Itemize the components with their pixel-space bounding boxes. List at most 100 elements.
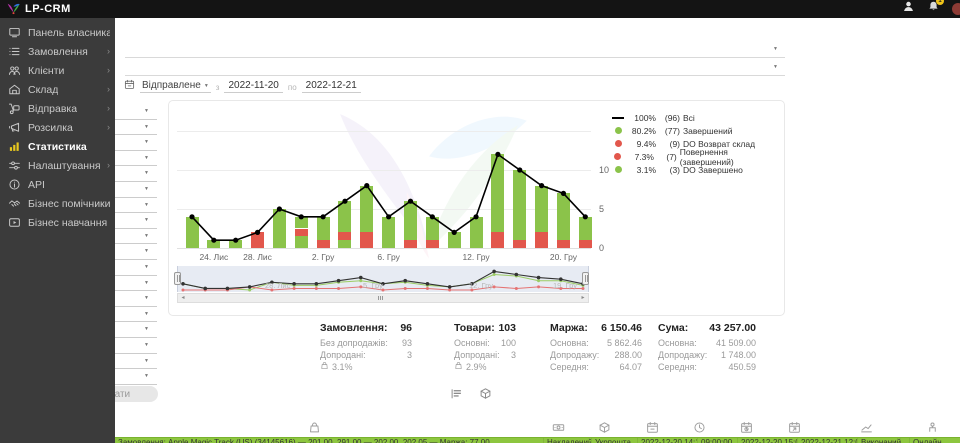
banknote-icon[interactable]: [552, 421, 565, 439]
calendar-export-icon[interactable]: [788, 421, 801, 439]
orders-table-row[interactable]: Замовлення: Apple Magic Track (US) (3414…: [115, 437, 960, 443]
stat-title-label: Замовлення:: [320, 322, 388, 334]
filter-select[interactable]: ▼: [96, 104, 157, 120]
order-row-cell: Виконаний: [857, 438, 909, 443]
navigator-axis-label: 5. Гру: [363, 281, 383, 290]
filter-select-wide-1[interactable]: ▼: [125, 42, 785, 58]
filter-select[interactable]: ▼: [96, 354, 157, 370]
filter-select[interactable]: ▼: [96, 135, 157, 151]
person-network-icon[interactable]: [926, 421, 939, 439]
filter-select[interactable]: ▼: [96, 260, 157, 276]
lp-crm-logo[interactable]: LP-CRM: [6, 3, 71, 16]
settings-icon: [7, 158, 22, 173]
chart-bar-segment: [491, 232, 505, 248]
stat-upsell-percent: 3.1%: [320, 361, 412, 373]
chevron-down-icon: ▼: [144, 263, 149, 270]
sidebar-item-settings[interactable]: Налаштування ›: [0, 156, 115, 175]
legend-label: DO Возврат склад: [683, 138, 756, 149]
cube-icon[interactable]: [479, 387, 492, 405]
filter-select[interactable]: ▼: [96, 276, 157, 292]
date-from-input[interactable]: 2022-11-20: [224, 80, 283, 93]
notifications-bell-icon[interactable]: 1: [927, 0, 944, 18]
stat-title-value: 6 150.46: [601, 322, 642, 334]
order-row-cell: Накладений: [543, 438, 591, 443]
calendar-clock-icon[interactable]: [740, 421, 753, 439]
filter-select[interactable]: ▼: [96, 213, 157, 229]
filter-select[interactable]: ▼: [96, 198, 157, 214]
navigator-handle-left[interactable]: [174, 272, 181, 285]
x-axis-label: 28. Лис: [243, 252, 272, 262]
stat-row: Допродані: 3: [320, 349, 412, 361]
package-icon[interactable]: [598, 421, 611, 439]
scrollbar-grip[interactable]: [378, 296, 383, 300]
gridline: [177, 248, 591, 249]
chart-bar-segment: [360, 185, 374, 233]
chart-bar-segment: [404, 201, 417, 241]
legend-item[interactable]: 80.2% (77) Завершений: [611, 124, 779, 137]
legend-item[interactable]: 7.3% (7) Повернення (завершений): [611, 147, 779, 167]
stat-title: Сума: 43 257.00: [658, 322, 756, 334]
filter-select[interactable]: ▼: [96, 338, 157, 354]
sidebar-item-broadcast[interactable]: Розсилка ›: [0, 118, 115, 137]
filter-select[interactable]: ▼: [96, 369, 157, 385]
chart-bar-segment: [316, 240, 330, 248]
calendar-icon[interactable]: [646, 421, 659, 439]
list-view-icon[interactable]: [450, 387, 463, 405]
avatar[interactable]: [952, 3, 960, 15]
stat-row-value: 1 748.00: [720, 350, 756, 360]
sidebar-item-clients[interactable]: Клієнти ›: [0, 61, 115, 80]
legend-marker-icon: [611, 153, 624, 160]
sidebar-item-training[interactable]: Бізнес навчання: [0, 213, 115, 232]
filter-select[interactable]: ▼: [96, 291, 157, 307]
stat-title-value: 103: [498, 322, 516, 334]
stat-block: Сума: 43 257.00 Основна: 41 509.00 Допродажу…: [658, 322, 756, 373]
filter-select[interactable]: ▼: [96, 166, 157, 182]
sidebar-item-api[interactable]: API: [0, 175, 115, 194]
date-type-select[interactable]: Відправлене ▼: [140, 80, 211, 93]
logo-v-icon: [7, 3, 20, 14]
filter-select[interactable]: ▼: [96, 229, 157, 245]
user-icon[interactable]: [902, 0, 915, 18]
filter-select[interactable]: ▼: [96, 151, 157, 167]
sidebar-item-dashboard[interactable]: Панель власника: [0, 23, 115, 42]
stat-row-label: Допродані:: [320, 350, 366, 360]
notification-badge: 1: [936, 0, 944, 5]
filter-select[interactable]: ▼: [96, 244, 157, 260]
view-toggles: [450, 387, 492, 405]
bag-icon: [320, 361, 329, 373]
legend-item[interactable]: 9.4% (9) DO Возврат склад: [611, 137, 779, 150]
area-chart-icon[interactable]: [860, 421, 873, 439]
legend-item[interactable]: 100% (96) Всі: [611, 111, 779, 124]
stat-title-value: 96: [400, 322, 412, 334]
filter-select[interactable]: ▼: [96, 120, 157, 136]
date-to-input[interactable]: 2022-12-21: [301, 80, 361, 93]
scroll-left-arrow-icon[interactable]: ◂: [181, 295, 185, 301]
sidebar-item-shipping[interactable]: Відправка ›: [0, 99, 115, 118]
filter-select-wide-2[interactable]: ▼: [125, 60, 785, 76]
sidebar-item-helpers[interactable]: Бізнес помічники: [0, 194, 115, 213]
chart-bar-segment: [469, 216, 483, 248]
sidebar-item-warehouse[interactable]: Склад ›: [0, 80, 115, 99]
sidebar-item-label: Склад: [28, 83, 59, 96]
legend-marker-icon: [611, 140, 625, 147]
filter-select[interactable]: ▼: [96, 182, 157, 198]
training-icon: [7, 215, 22, 230]
sidebar-item-statistics[interactable]: Статистика: [0, 137, 115, 156]
stat-block: Замовлення: 96 Без допродажів: 93 Допродані:…: [320, 322, 412, 373]
sidebar-item-orders[interactable]: Замовлення ›: [0, 42, 115, 61]
navigator-handle-right[interactable]: [582, 272, 589, 285]
chart-bar-segment: [272, 209, 286, 248]
sidebar-item-label: API: [28, 178, 45, 191]
navigator-scrollbar[interactable]: ◂ ▸: [177, 293, 589, 303]
sidebar-item-label: Налаштування: [28, 159, 101, 172]
filter-select[interactable]: ▼: [96, 307, 157, 323]
legend-item[interactable]: 3.1% (3) DO Завершено: [611, 163, 779, 176]
bag-icon[interactable]: [308, 421, 321, 439]
stat-row: Без допродажів: 93: [320, 337, 412, 349]
legend-count: (96): [664, 112, 680, 123]
scroll-right-arrow-icon[interactable]: ▸: [581, 295, 585, 301]
legend-count: (77): [664, 125, 680, 136]
filter-select[interactable]: ▼: [96, 322, 157, 338]
clock-icon[interactable]: [693, 421, 706, 439]
chevron-down-icon: ▼: [144, 295, 149, 302]
